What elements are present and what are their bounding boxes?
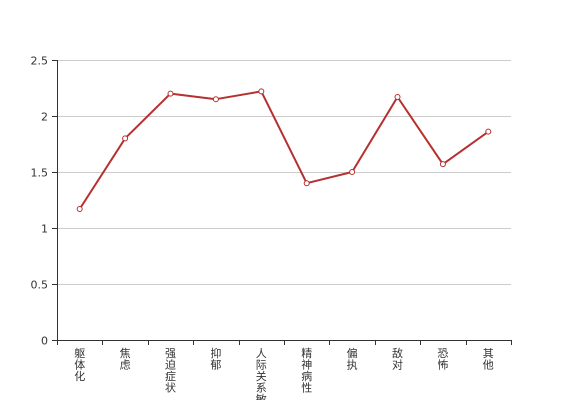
y-tick-label: 2.5 [31,55,49,68]
y-axis-ticks: 0 0.5 1 1.5 2 2.5 [31,55,57,348]
x-tick-label: 精神病性 [301,347,312,395]
series [76,88,492,212]
x-tick-label: 躯体化 [74,347,85,383]
y-tick-label: 1 [41,223,48,236]
data-point[interactable] [76,205,83,212]
data-point[interactable] [258,88,265,95]
y-tick-label: 0.5 [31,279,49,292]
y-tick-label: 2 [41,111,48,124]
data-point[interactable] [394,93,401,100]
x-tick-label: 抑郁 [210,346,221,372]
y-tick-label: 1.5 [31,167,49,180]
grid-lines [57,60,511,285]
x-tick-label: 人际关系敏感 [256,347,267,400]
data-point[interactable] [167,90,174,97]
data-point[interactable] [212,96,219,103]
data-point[interactable] [349,169,356,175]
data-point[interactable] [439,161,446,168]
series-line [78,90,489,210]
data-point[interactable] [485,128,492,135]
x-tick-label: 偏执 [347,346,358,372]
data-point[interactable] [122,135,129,142]
y-tick-label: 0 [41,335,48,348]
x-tick-label: 强迫症状 [165,347,176,395]
x-tick-label: 其他 [483,347,494,372]
x-axis-ticks: 躯体化 焦虑 强迫症状 抑郁 人际关系敏感 精神病性 偏执 敌对 恐怖 其他 [57,340,512,400]
axes [57,60,511,341]
x-tick-label: 恐怖 [437,347,448,372]
data-point[interactable] [303,180,310,187]
x-tick-label: 焦虑 [120,347,131,372]
x-tick-label: 敌对 [392,346,403,372]
